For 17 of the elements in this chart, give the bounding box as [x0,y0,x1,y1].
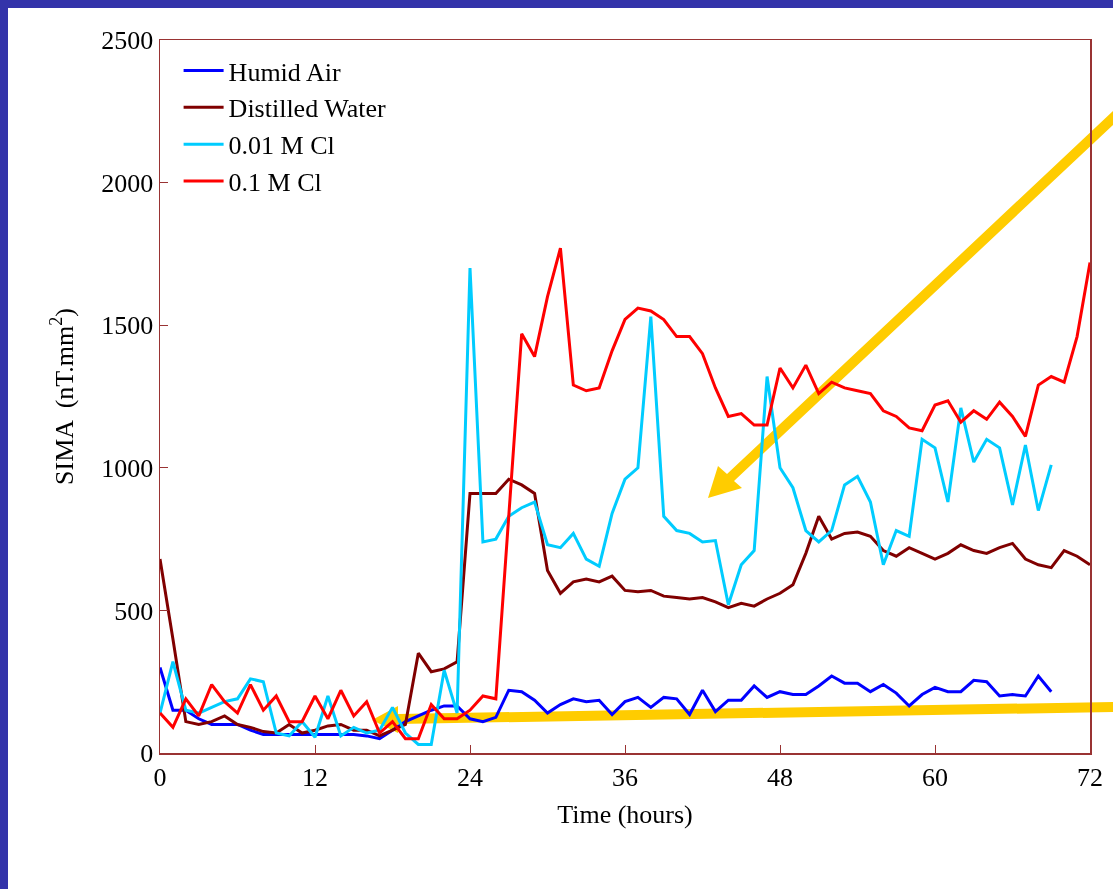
legend-label: 0.01 M Cl [228,131,335,161]
legend-label: 0.1 M Cl [228,168,322,198]
legend-label: Distilled Water [228,94,386,124]
x-tick-label: 36 [612,762,638,792]
x-tick-label: 60 [922,762,948,792]
y-tick-label: 2500 [101,26,154,56]
x-tick-label: 48 [767,762,793,792]
y-tick-label: 1500 [101,311,154,341]
y-tick-label: 2000 [101,168,154,198]
y-tick-label: 0 [140,739,154,769]
x-tick-label: 12 [302,762,328,792]
x-tick-label: 72 [1077,762,1103,792]
y-tick-label: 1000 [101,453,154,483]
y-tick-label: 500 [114,596,154,626]
x-axis-title: Time (hours) [557,800,693,830]
legend-label: Humid Air [228,57,341,87]
x-tick-label: 24 [457,762,483,792]
